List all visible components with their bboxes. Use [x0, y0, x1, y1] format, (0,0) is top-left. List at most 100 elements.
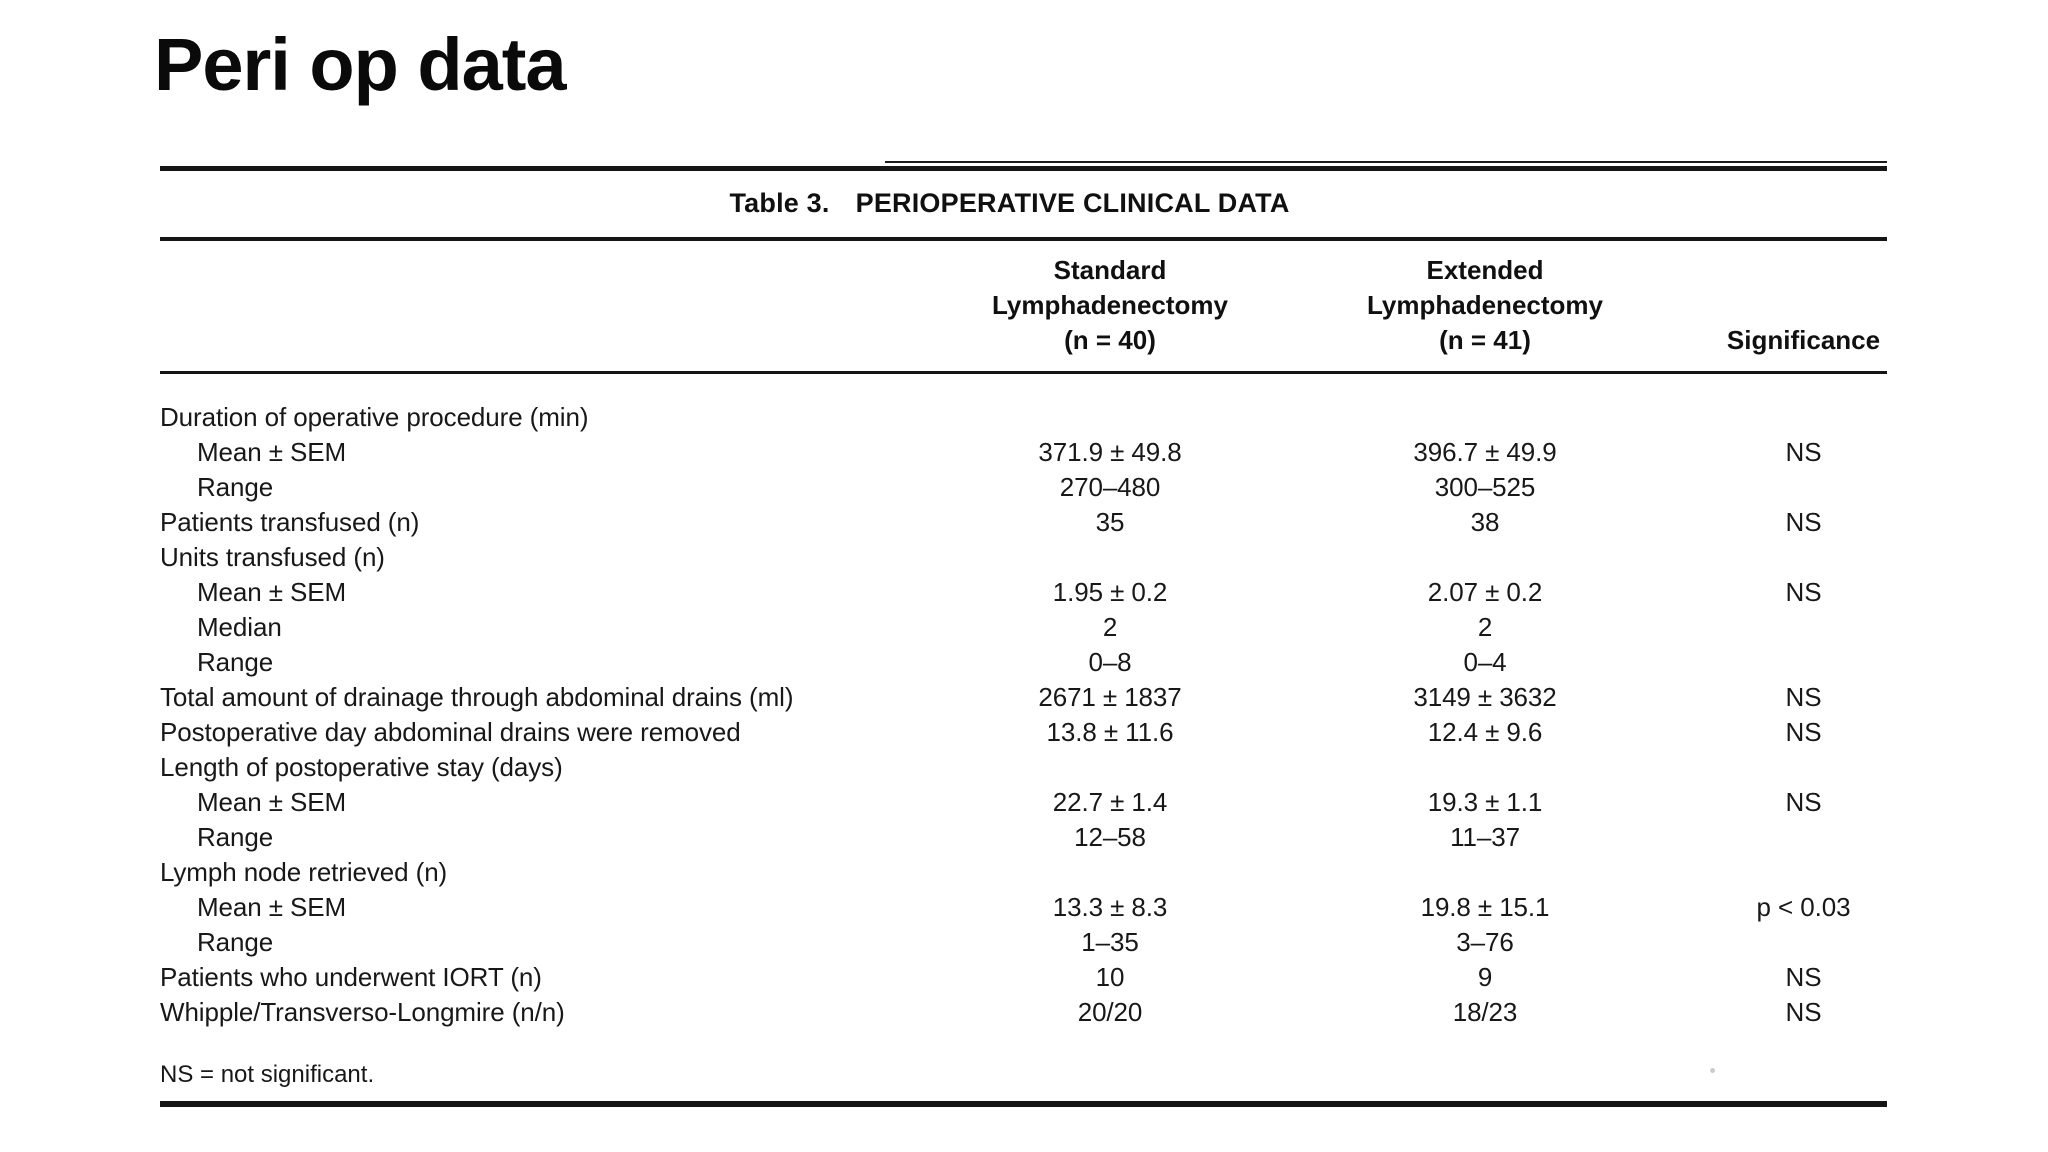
extended-value: 19.3 ± 1.1: [1427, 787, 1543, 817]
significance-value: NS: [1785, 962, 1822, 992]
scan-table: Table 3. PERIOPERATIVE CLINICAL DATA Stan…: [160, 160, 1887, 1107]
slide-title: Peri op data: [154, 23, 567, 106]
significance-value: [1650, 400, 1887, 435]
significance-value: NS: [1785, 997, 1822, 1027]
caption-title: PERIOPERATIVE CLINICAL DATA: [855, 188, 1290, 218]
table-row: Median 2 2: [160, 610, 1887, 645]
significance-value: NS: [1785, 787, 1822, 817]
row-label: Mean ± SEM: [197, 577, 347, 607]
table-row: Patients transfused (n) 35 38 NS: [160, 505, 1887, 540]
table-body: Duration of operative procedure (min) Me…: [160, 400, 1887, 1030]
table-rule-bottom: [160, 1101, 1887, 1107]
row-label: Length of postoperative stay (days): [160, 752, 563, 782]
row-label: Range: [197, 472, 274, 502]
table-row: Patients who underwent IORT (n) 10 9 NS: [160, 960, 1887, 995]
table-row: Duration of operative procedure (min): [160, 400, 1887, 435]
header-extended: Extended Lymphadenectomy (n = 41): [1320, 253, 1650, 358]
header-significance: Significance: [1726, 325, 1881, 355]
scan-artifact-dot: [1710, 1068, 1715, 1073]
table-row: Total amount of drainage through abdomin…: [160, 680, 1887, 715]
table-row: Mean ± SEM 1.95 ± 0.2 2.07 ± 0.2 NS: [160, 575, 1887, 610]
table-row: Whipple/Transverso-Longmire (n/n) 20/20 …: [160, 995, 1887, 1030]
significance-value: [1650, 925, 1887, 960]
table-row: Mean ± SEM 13.3 ± 8.3 19.8 ± 15.1 p < 0.…: [160, 890, 1887, 925]
standard-value: [900, 540, 1320, 575]
table-row: Lymph node retrieved (n): [160, 855, 1887, 890]
table-row: Length of postoperative stay (days): [160, 750, 1887, 785]
standard-value: 12–58: [1074, 822, 1146, 852]
significance-value: NS: [1785, 437, 1822, 467]
standard-value: [900, 750, 1320, 785]
header-extended-line2: Lymphadenectomy: [1367, 290, 1603, 320]
standard-value: 35: [1095, 507, 1125, 537]
significance-value: [1650, 610, 1887, 645]
extended-value: [1320, 400, 1650, 435]
standard-value: 22.7 ± 1.4: [1052, 787, 1168, 817]
extended-value: 3149 ± 3632: [1413, 682, 1557, 712]
extended-value: 3–76: [1456, 927, 1514, 957]
extended-value: [1320, 750, 1650, 785]
significance-value: NS: [1785, 507, 1822, 537]
standard-value: 2: [1102, 612, 1118, 642]
table-row: Range 270–480 300–525: [160, 470, 1887, 505]
row-label: Total amount of drainage through abdomin…: [160, 682, 794, 712]
standard-value: 1.95 ± 0.2: [1052, 577, 1168, 607]
significance-value: [1650, 855, 1887, 890]
row-label: Lymph node retrieved (n): [160, 857, 448, 887]
header-standard-line1: Standard: [1053, 255, 1167, 285]
row-label: Whipple/Transverso-Longmire (n/n): [160, 997, 565, 1027]
extended-value: 19.8 ± 15.1: [1420, 892, 1550, 922]
extended-value: [1320, 855, 1650, 890]
row-label: Range: [197, 822, 274, 852]
extended-value: 38: [1470, 507, 1500, 537]
header-extended-line3: (n = 41): [1439, 325, 1531, 355]
extended-value: [1320, 540, 1650, 575]
extended-value: 2.07 ± 0.2: [1427, 577, 1543, 607]
table-row: Units transfused (n): [160, 540, 1887, 575]
header-standard-line3: (n = 40): [1064, 325, 1156, 355]
table-row: Postoperative day abdominal drains were …: [160, 715, 1887, 750]
row-label: Duration of operative procedure (min): [160, 402, 589, 432]
table-row: Mean ± SEM 371.9 ± 49.8 396.7 ± 49.9 NS: [160, 435, 1887, 470]
significance-value: [1650, 470, 1887, 505]
row-label: Postoperative day abdominal drains were …: [160, 717, 741, 747]
standard-value: 0–8: [1088, 647, 1132, 677]
row-label: Patients who underwent IORT (n): [160, 962, 542, 992]
row-label: Range: [197, 647, 274, 677]
extended-value: 12.4 ± 9.6: [1427, 717, 1543, 747]
significance-value: NS: [1785, 577, 1822, 607]
row-label: Patients transfused (n): [160, 507, 420, 537]
table-rule-under-header: [160, 371, 1887, 374]
extended-value: 0–4: [1463, 647, 1507, 677]
header-extended-line1: Extended: [1426, 255, 1544, 285]
significance-value: p < 0.03: [1756, 892, 1851, 922]
extended-value: 2: [1477, 612, 1493, 642]
standard-value: 1–35: [1081, 927, 1139, 957]
significance-value: [1650, 645, 1887, 680]
standard-value: 371.9 ± 49.8: [1038, 437, 1182, 467]
table-rule-under-caption: [160, 237, 1887, 241]
standard-value: 270–480: [1059, 472, 1161, 502]
row-label: Mean ± SEM: [197, 787, 347, 817]
row-label: Range: [197, 927, 274, 957]
header-spacer: [160, 253, 900, 358]
standard-value: 13.8 ± 11.6: [1046, 717, 1174, 747]
table-caption: Table 3. PERIOPERATIVE CLINICAL DATA: [146, 186, 1873, 220]
table-footnote: NS = not significant.: [160, 1061, 375, 1088]
header-standard: Standard Lymphadenectomy (n = 40): [900, 253, 1320, 358]
significance-value: [1650, 820, 1887, 855]
standard-value: [900, 400, 1320, 435]
standard-value: 13.3 ± 8.3: [1052, 892, 1168, 922]
caption-label: Table 3.: [729, 188, 830, 218]
standard-value: 20/20: [1077, 997, 1143, 1027]
extended-value: 11–37: [1450, 822, 1520, 852]
extended-value: 9: [1477, 962, 1493, 992]
table-rule-top: [160, 161, 1887, 171]
table-row: Range 12–58 11–37: [160, 820, 1887, 855]
header-standard-line2: Lymphadenectomy: [992, 290, 1228, 320]
row-label: Units transfused (n): [160, 542, 385, 572]
table-row: Range 1–35 3–76: [160, 925, 1887, 960]
extended-value: 396.7 ± 49.9: [1413, 437, 1557, 467]
significance-value: NS: [1785, 682, 1822, 712]
